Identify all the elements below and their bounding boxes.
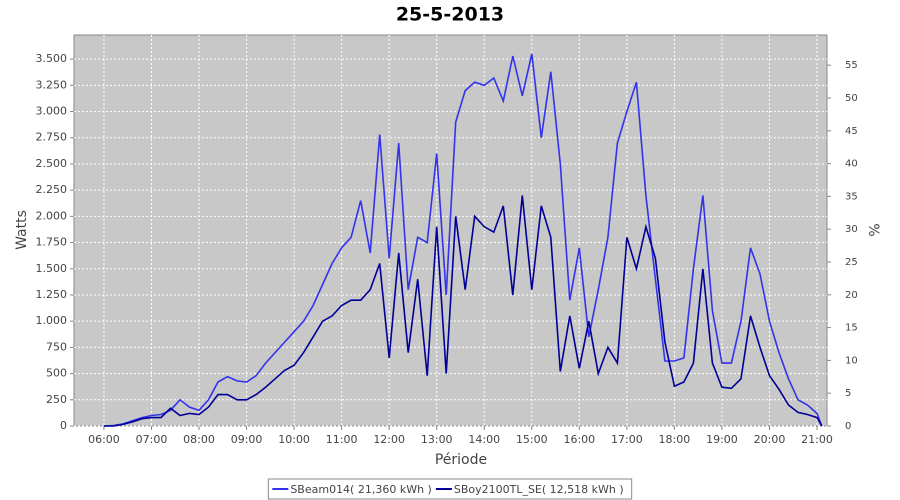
x-tick-label: 10:00 — [278, 433, 310, 446]
data-line — [103, 53, 823, 427]
y-tick-label: 3.250 — [36, 78, 68, 91]
y-tick-label: 1.250 — [36, 288, 68, 301]
legend-label: SBoy2100TL_SE( 12,518 kWh ) — [454, 483, 624, 496]
y-tick-label: 750 — [46, 340, 67, 353]
x-tick-label: 13:00 — [421, 433, 453, 446]
y2-tick-label: 20 — [845, 290, 858, 301]
x-tick-label: 09:00 — [231, 433, 263, 446]
y-tick-label: 0 — [60, 419, 67, 432]
y2-tick-label: 55 — [845, 60, 858, 71]
x-tick-label: 17:00 — [611, 433, 643, 446]
y-axis-label: Watts — [14, 210, 30, 250]
y-tick-label: 2.250 — [36, 183, 68, 196]
y2-tick-label: 45 — [845, 126, 858, 137]
y2-tick-label: 25 — [845, 257, 858, 268]
data-line — [103, 195, 823, 427]
y-tick-label: 1.750 — [36, 236, 68, 249]
y2-tick-label: 5 — [845, 388, 851, 399]
y2-tick-label: 0 — [845, 421, 851, 432]
x-axis-label: Période — [435, 452, 487, 468]
x-tick-label: 18:00 — [659, 433, 691, 446]
y2-tick-label: 40 — [845, 159, 858, 170]
y-tick-label: 2.500 — [36, 157, 68, 170]
x-tick-label: 14:00 — [468, 433, 500, 446]
chart-title: 25-5-2013 — [396, 4, 504, 26]
y-tick-label: 2.750 — [36, 131, 68, 144]
y2-axis-label: % — [865, 223, 881, 236]
x-tick-label: 16:00 — [563, 433, 595, 446]
y-tick-label: 250 — [46, 393, 67, 406]
y2-tick-label: 50 — [845, 93, 858, 104]
y-tick-label: 3.000 — [36, 105, 68, 118]
y-tick-label: 2.000 — [36, 209, 68, 222]
x-tick-label: 08:00 — [183, 433, 215, 446]
y2-tick-label: 10 — [845, 355, 858, 366]
x-tick-label: 21:00 — [801, 433, 833, 446]
y2-tick-label: 30 — [845, 224, 858, 235]
x-tick-label: 20:00 — [754, 433, 786, 446]
y-tick-label: 1.500 — [36, 262, 68, 275]
y-tick-label: 500 — [46, 367, 67, 380]
x-tick-label: 11:00 — [326, 433, 358, 446]
y-tick-label: 1.000 — [36, 314, 68, 327]
x-tick-label: 19:00 — [706, 433, 738, 446]
x-tick-label: 15:00 — [516, 433, 548, 446]
y-tick-label: 3.500 — [36, 52, 68, 65]
legend: SBeam014( 21,360 kWh ) SBoy2100TL_SE( 12,… — [267, 478, 633, 500]
x-tick-label: 07:00 — [136, 433, 168, 446]
x-tick-label: 06:00 — [88, 433, 120, 446]
legend-label: SBeam014( 21,360 kWh ) — [290, 483, 432, 496]
y2-tick-label: 15 — [845, 323, 858, 334]
x-tick-label: 12:00 — [373, 433, 405, 446]
y2-tick-label: 35 — [845, 191, 858, 202]
